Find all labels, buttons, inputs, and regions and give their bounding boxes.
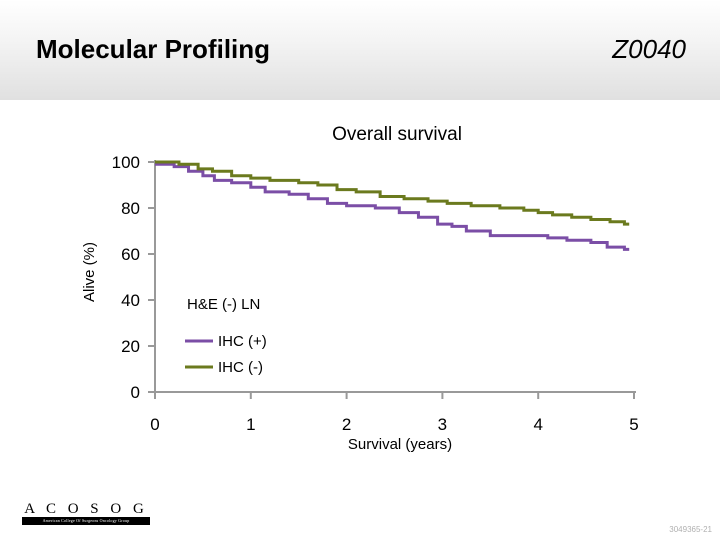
x-axis-label: Survival (years) bbox=[348, 436, 452, 453]
y-tick-label: 40 bbox=[121, 291, 140, 310]
legend-label: IHC (-) bbox=[218, 359, 263, 376]
chart-legend: IHC (+) IHC (-) bbox=[185, 333, 267, 376]
logo-letters: A C O S O G bbox=[24, 501, 148, 517]
y-tick-label: 0 bbox=[131, 383, 140, 402]
legend-label: IHC (+) bbox=[218, 333, 267, 350]
y-tick-label: 20 bbox=[121, 337, 140, 356]
trial-code: Z0040 bbox=[612, 34, 686, 64]
x-tick-label: 0 bbox=[150, 415, 159, 434]
x-tick-label: 2 bbox=[342, 415, 351, 434]
chart-annotation: H&E (-) LN bbox=[187, 296, 260, 313]
series-line-0 bbox=[155, 162, 630, 251]
x-tick-label: 5 bbox=[629, 415, 638, 434]
chart-ticks: 0 20 40 60 80 100 0 1 2 3 4 5 bbox=[112, 153, 639, 434]
y-axis-label: Alive (%) bbox=[81, 242, 98, 302]
slide-title: Molecular Profiling bbox=[36, 34, 271, 64]
x-tick-label: 1 bbox=[246, 415, 255, 434]
logo-tagline: American College Of Surgeons Oncology Gr… bbox=[22, 517, 150, 525]
y-tick-label: 60 bbox=[121, 245, 140, 264]
chart-series bbox=[155, 160, 630, 251]
x-tick-label: 4 bbox=[533, 415, 542, 434]
y-tick-label: 100 bbox=[112, 153, 140, 172]
slide-id: 3049365-21 bbox=[669, 525, 712, 534]
chart-title: Overall survival bbox=[332, 124, 462, 145]
slide-header: Molecular Profiling Z0040 bbox=[0, 0, 720, 100]
x-tick-label: 3 bbox=[438, 415, 447, 434]
acosog-logo: A C O S O G American College Of Surgeons… bbox=[22, 501, 150, 525]
series-line-1 bbox=[155, 160, 630, 226]
y-tick-label: 80 bbox=[121, 199, 140, 218]
chart-axes bbox=[154, 160, 636, 393]
